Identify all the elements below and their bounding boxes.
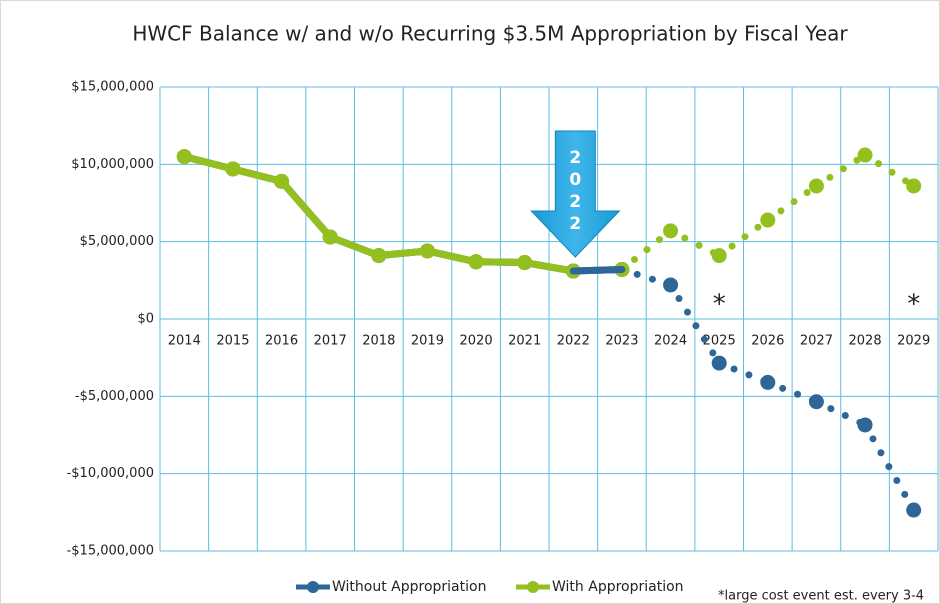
y-tick-label: -$10,000,000 [67, 466, 154, 481]
series-marker [760, 374, 776, 390]
x-tick-label: 2025 [703, 334, 736, 349]
x-tick-label: 2016 [265, 334, 298, 349]
series-marker [225, 161, 241, 177]
y-tick-label: $0 [137, 312, 154, 327]
series-line-segment [861, 151, 918, 190]
series-marker [857, 147, 873, 163]
series-line-segment [472, 258, 529, 267]
legend-marker [307, 581, 319, 593]
series-line-segment [618, 227, 675, 274]
series-line-segment [278, 177, 334, 241]
series-line-segment [861, 421, 918, 514]
x-tick-label: 2023 [605, 334, 638, 349]
annotation: * [713, 290, 726, 320]
series-marker [274, 173, 290, 189]
legend-marker [527, 581, 539, 593]
x-tick-label: 2024 [654, 334, 687, 349]
series-line-segment [667, 281, 723, 367]
x-tick-label: 2021 [508, 334, 541, 349]
series-marker [663, 277, 679, 293]
series-line-segment [812, 151, 869, 190]
legend-label: Without Appropriation [332, 579, 486, 595]
series-line-segment [229, 165, 286, 185]
series-marker [468, 254, 484, 270]
y-tick-label: $10,000,000 [71, 157, 154, 172]
series-marker [857, 417, 873, 433]
series-line-segment [715, 216, 772, 260]
series-line-segment [326, 233, 383, 260]
series-line-segment [667, 227, 723, 260]
series-marker [517, 255, 533, 271]
series-line-segment [180, 153, 237, 173]
arrow [530, 130, 621, 258]
series-marker [176, 149, 192, 165]
x-tick-label: 2017 [314, 334, 347, 349]
series-marker [711, 355, 727, 371]
series-marker [663, 223, 679, 239]
x-tick-label: 2026 [751, 334, 784, 349]
series-marker [906, 502, 922, 518]
annotation: * [907, 290, 920, 320]
x-tick-label: 2018 [362, 334, 395, 349]
series-marker [322, 229, 338, 245]
y-tick-label: -$5,000,000 [75, 389, 154, 404]
series-line-segment [764, 182, 820, 224]
series-line-segment [375, 247, 431, 260]
x-tick-label: 2029 [897, 334, 930, 349]
x-tick-label: 2015 [216, 334, 249, 349]
series-marker [711, 248, 727, 264]
series-marker [760, 212, 776, 228]
x-tick-label: 2020 [460, 334, 493, 349]
series-marker [808, 394, 824, 410]
series-marker [906, 178, 922, 194]
series-line-segment [812, 398, 869, 429]
footnote: *large cost event est. every 3-4 [718, 589, 924, 604]
y-tick-label: $5,000,000 [80, 234, 154, 249]
x-tick-label: 2022 [557, 334, 590, 349]
series-line-segment [569, 266, 626, 275]
series-line-segment [423, 247, 480, 266]
x-tick-label: 2027 [800, 334, 833, 349]
y-tick-label: -$15,000,000 [67, 544, 154, 559]
chart-title: HWCF Balance w/ and w/o Recurring $3.5M … [132, 22, 848, 46]
series-line-segment [521, 259, 577, 275]
x-tick-label: 2028 [849, 334, 882, 349]
x-tick-label: 2014 [168, 334, 201, 349]
y-tick-label: $15,000,000 [71, 80, 154, 95]
series-marker [808, 178, 824, 194]
x-tick-label: 2019 [411, 334, 444, 349]
legend-label: With Appropriation [552, 579, 684, 595]
series-marker [419, 243, 435, 259]
series-marker [371, 248, 387, 264]
